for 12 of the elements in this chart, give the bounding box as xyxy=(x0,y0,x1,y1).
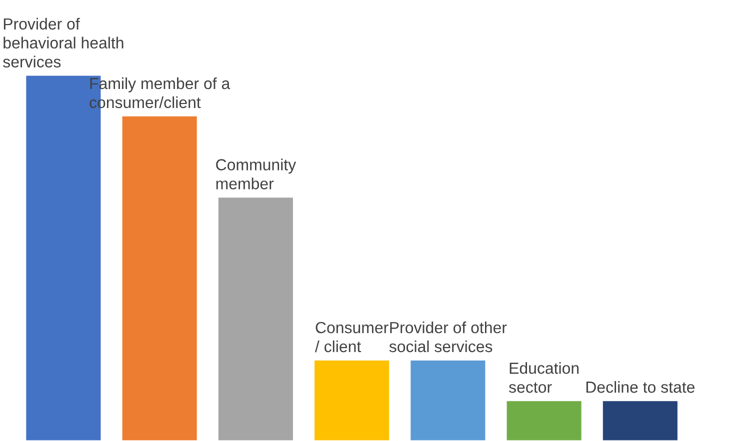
bar xyxy=(505,400,583,441)
x-tick-label: Provider of behavioral health services xyxy=(3,18,124,68)
x-tick-label: Consumer / client xyxy=(314,322,388,352)
bar xyxy=(313,359,390,441)
x-tick-label: Community member xyxy=(216,158,296,190)
x-tick-label: Provider of other social services xyxy=(389,322,507,352)
bar xyxy=(120,114,198,441)
bar xyxy=(217,196,294,441)
x-tick-label: Education sector xyxy=(508,362,579,393)
x-tick-label: Decline to state xyxy=(586,381,695,393)
bar xyxy=(409,359,487,441)
bar xyxy=(602,400,679,441)
